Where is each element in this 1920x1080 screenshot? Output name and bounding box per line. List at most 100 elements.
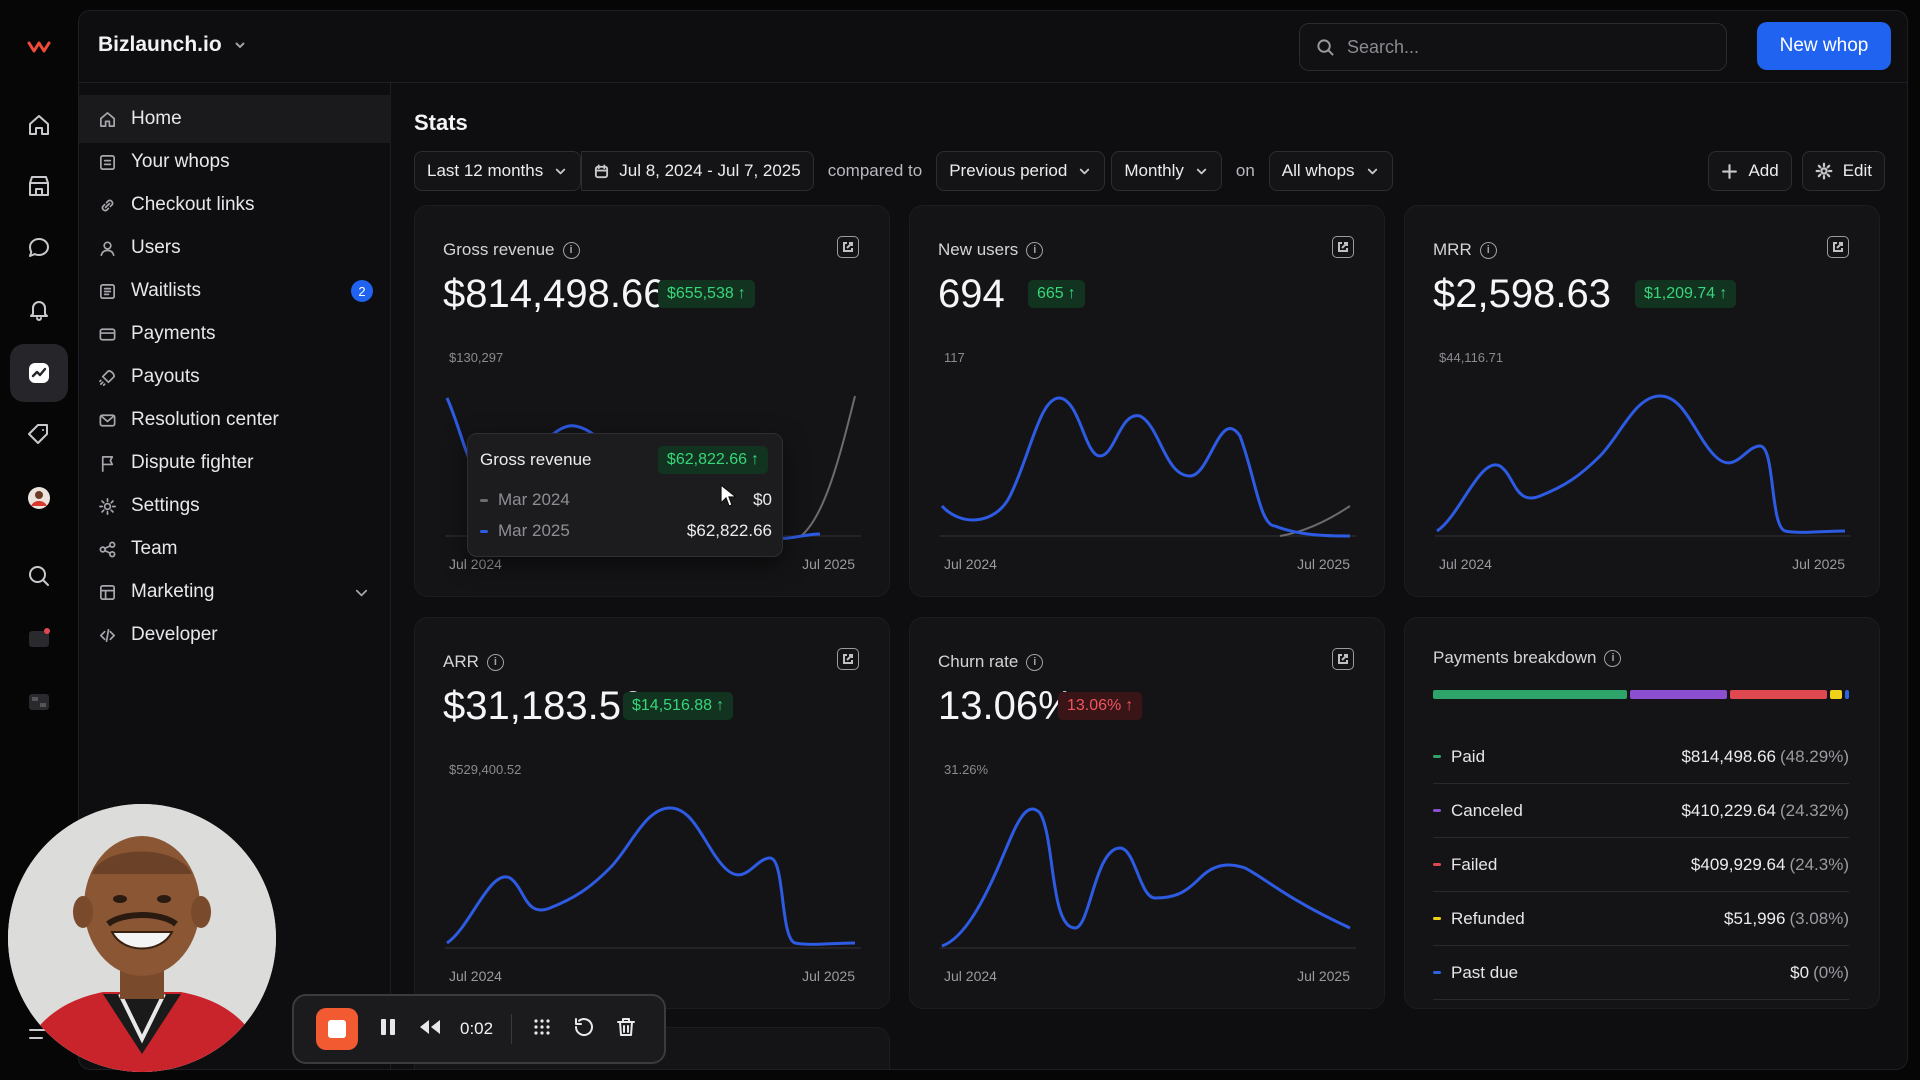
series-line — [446, 806, 856, 946]
stats-icon[interactable] — [10, 344, 68, 402]
sidebar-item-label: Team — [131, 538, 178, 559]
add-widget-button[interactable]: Add — [1708, 151, 1792, 191]
info-icon[interactable]: i — [1604, 649, 1622, 667]
breakdown-row-past-due[interactable]: Past due $0 (0%) — [1433, 946, 1849, 1000]
payments-breakdown-card[interactable]: Payments breakdown i Paid $814,498.66 (48… — [1404, 617, 1880, 1009]
whop-logo-icon[interactable] — [10, 18, 68, 76]
new-users-card[interactable]: New users i 694 665 ↑ 117 Jul 2024 Jul 202… — [909, 205, 1385, 597]
sidebar: Home Your whops Checkout links Users Wai… — [79, 83, 391, 1069]
comparison-select[interactable]: Previous period — [936, 151, 1106, 191]
breakdown-row-paid[interactable]: Paid $814,498.66 (48.29%) — [1433, 730, 1849, 784]
whops-select[interactable]: All whops — [1268, 151, 1393, 191]
refunded-color-dot — [1433, 917, 1441, 920]
change-badge: $655,538 ↑ — [658, 280, 755, 308]
tooltip-badge-value: $62,822.66 — [666, 451, 747, 468]
filter-bar: Last 12 months Jul 8, 2024 - Jul 7, 2025… — [414, 151, 1393, 191]
search-box[interactable] — [1299, 23, 1727, 71]
sidebar-item-users[interactable]: Users — [79, 224, 391, 272]
sidebar-item-payments[interactable]: Payments — [79, 310, 391, 358]
webcam-bubble[interactable] — [8, 804, 276, 1072]
external-link-icon[interactable] — [1332, 648, 1354, 670]
list-icon — [99, 283, 116, 299]
info-icon[interactable]: i — [1479, 241, 1497, 259]
trash-icon[interactable] — [614, 1015, 638, 1044]
date-picker[interactable]: Jul 8, 2024 - Jul 7, 2025 — [581, 151, 814, 191]
external-link-icon[interactable] — [1332, 236, 1354, 258]
edit-dashboard-button[interactable]: Edit — [1801, 151, 1885, 191]
pause-icon[interactable] — [376, 1015, 400, 1044]
chat-icon[interactable] — [10, 219, 68, 277]
external-link-icon[interactable] — [837, 648, 859, 670]
breakdown-label: Refunded — [1451, 908, 1525, 928]
chevron-down-icon — [1196, 168, 1207, 174]
sidebar-item-dispute-fighter[interactable]: Dispute fighter — [79, 439, 391, 487]
sidebar-item-checkout-links[interactable]: Checkout links — [79, 181, 391, 229]
y-axis-max: 117 — [944, 350, 965, 365]
change-badge: $1,209.74 ↑ — [1635, 280, 1737, 308]
sidebar-item-home[interactable]: Home — [79, 95, 391, 143]
external-link-icon[interactable] — [837, 236, 859, 258]
chevron-down-icon — [1080, 168, 1090, 174]
sidebar-item-waitlists[interactable]: Waitlists 2 — [79, 267, 391, 315]
card-title: MRR i — [1433, 240, 1497, 260]
date-range-value: Jul 8, 2024 - Jul 7, 2025 — [619, 161, 801, 180]
sidebar-item-label: Developer — [131, 624, 218, 645]
breakdown-row-canceled[interactable]: Canceled $410,229.64 (24.32%) — [1433, 784, 1849, 838]
breakdown-row-failed[interactable]: Failed $409,929.64 (24.3%) — [1433, 838, 1849, 892]
arrow-up-icon: ↑ — [1067, 285, 1076, 302]
workspace-switcher[interactable]: Bizlaunch.io — [98, 33, 248, 57]
sidebar-item-label: Settings — [131, 495, 200, 516]
sidebar-item-team[interactable]: Team — [79, 525, 391, 573]
search-input[interactable] — [1347, 36, 1707, 58]
y-axis-max: $130,297 — [449, 350, 504, 365]
x-axis-end: Jul 2025 — [1297, 556, 1350, 572]
rewind-icon[interactable] — [418, 1015, 442, 1044]
tooltip-row-value: $0 — [753, 490, 772, 509]
info-icon[interactable]: i — [1026, 241, 1044, 259]
interval-select[interactable]: Monthly — [1111, 151, 1222, 191]
grid-icon[interactable] — [530, 1015, 554, 1044]
tooltip-badge: $62,822.66 ↑ — [657, 446, 768, 474]
sidebar-item-resolution-center[interactable]: Resolution center — [79, 396, 391, 444]
sidebar-item-marketing[interactable]: Marketing — [79, 568, 391, 616]
whop-thumbnail-icon[interactable] — [10, 610, 68, 668]
external-link-icon[interactable] — [1827, 236, 1849, 258]
tag-icon[interactable] — [10, 406, 68, 464]
profile-avatar-icon[interactable] — [10, 469, 68, 527]
bell-icon[interactable] — [10, 281, 68, 339]
search-rail-icon[interactable] — [10, 547, 68, 605]
breakdown-label: Failed — [1451, 854, 1498, 874]
page-title: Stats — [414, 110, 468, 135]
user-icon — [100, 240, 115, 256]
sidebar-item-settings[interactable]: Settings — [79, 482, 391, 530]
home-icon[interactable] — [10, 96, 68, 154]
y-axis-max: $44,116.71 — [1439, 350, 1504, 365]
sidebar-item-developer[interactable]: Developer — [79, 611, 391, 659]
store-icon[interactable] — [10, 157, 68, 215]
new-whop-button[interactable]: New whop — [1757, 22, 1891, 70]
whop-thumbnail-2-icon[interactable] — [10, 673, 68, 731]
breakdown-row-refunded[interactable]: Refunded $51,996 (3.08%) — [1433, 892, 1849, 946]
series-line — [941, 807, 1351, 948]
churn-rate-card[interactable]: Churn rate i 13.06% 13.06% ↑ 31.26% Jul 20… — [909, 617, 1385, 1009]
restart-icon[interactable] — [572, 1015, 596, 1044]
chevron-down-icon — [355, 589, 368, 596]
mrr-card[interactable]: MRR i $2,598.63 $1,209.74 ↑ $44,116.71 Jul… — [1404, 205, 1880, 597]
sidebar-item-payouts[interactable]: Payouts — [79, 353, 391, 401]
card-icon — [99, 327, 116, 341]
breakdown-label: Canceled — [1451, 800, 1523, 820]
arr-card[interactable]: ARR i $31,183.56 $14,516.88 ↑ $529,400.52 … — [414, 617, 890, 1009]
info-icon[interactable]: i — [562, 241, 580, 259]
stop-recording-button[interactable] — [316, 1008, 358, 1050]
card-title: Gross revenue i — [443, 240, 580, 260]
date-range-select[interactable]: Last 12 months — [414, 151, 582, 191]
info-icon[interactable]: i — [486, 653, 504, 671]
sidebar-item-your-whops[interactable]: Your whops — [79, 138, 391, 186]
home-icon — [99, 111, 116, 127]
change-value: 13.06% — [1067, 697, 1122, 714]
recorder-divider — [511, 1014, 513, 1044]
arrow-up-icon: ↑ — [1125, 697, 1134, 714]
canceled-color-dot — [1433, 809, 1441, 812]
info-icon[interactable]: i — [1026, 653, 1044, 671]
presenter-portrait — [8, 804, 276, 1072]
